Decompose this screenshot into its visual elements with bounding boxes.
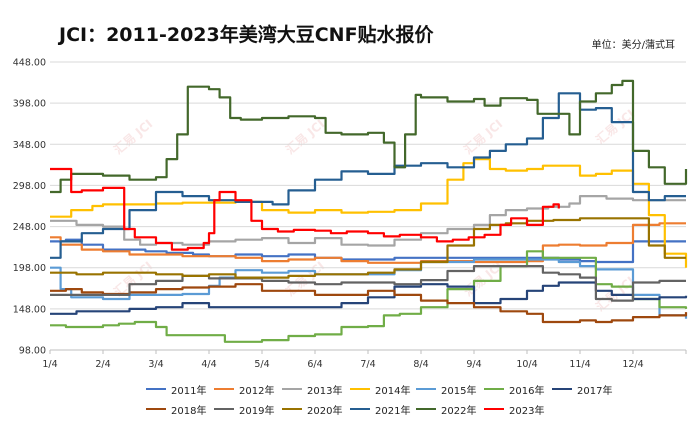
legend-swatch (146, 387, 166, 391)
legend-item: 2015年 (416, 381, 476, 397)
x-tick-label: 5/4 (254, 359, 269, 370)
series-line-2022年 (50, 79, 688, 194)
x-tick-label: 10/4 (516, 359, 537, 370)
legend-label: 2015年 (441, 385, 477, 397)
x-tick-label: 6/4 (307, 359, 322, 370)
legend-item: 2018年 (146, 401, 206, 417)
legend-label: 2017年 (577, 385, 613, 397)
y-tick-label: 348.00 (13, 140, 46, 151)
legend-item: 2013年 (282, 381, 342, 397)
legend-swatch (484, 407, 504, 411)
legend-swatch (146, 407, 166, 411)
series-line-2020年 (50, 217, 686, 279)
y-tick-label: 248.00 (13, 222, 46, 233)
y-tick-label: 398.00 (13, 99, 46, 110)
legend-item: 2012年 (214, 381, 274, 397)
legend-label: 2020年 (307, 405, 343, 417)
legend-item: 2016年 (484, 381, 544, 397)
legend-swatch (282, 387, 302, 391)
legend-swatch (214, 407, 234, 411)
legend-label: 2018年 (171, 405, 207, 417)
y-tick-label: 448.00 (13, 58, 46, 69)
y-tick-label: 148.00 (13, 304, 46, 315)
x-tick-label: 3/4 (148, 359, 163, 370)
legend-label: 2016年 (509, 385, 545, 397)
legend-swatch (282, 407, 302, 411)
legend-swatch (552, 387, 572, 391)
legend-swatch (214, 387, 234, 391)
legend-item: 2014年 (350, 381, 410, 397)
legend-label: 2021年 (375, 405, 411, 417)
legend-label: 2019年 (239, 405, 275, 417)
x-tick-label: 8/4 (413, 359, 428, 370)
legend-item: 2019年 (214, 401, 274, 417)
series-line-2023年 (50, 167, 560, 251)
x-tick-label: 7/4 (360, 359, 375, 370)
y-tick-label: 98.00 (19, 346, 46, 357)
legend-item: 2022年 (416, 401, 476, 417)
legend-row: 2018年 2019年 2020年 2021年 2022年 2023年 (0, 401, 700, 417)
legend-item: 2011年 (146, 381, 206, 397)
series-line-2019年 (50, 265, 686, 302)
legend-swatch (484, 387, 504, 391)
legend-row: 2011年 2012年 2013年 2014年 2015年 2016年 2017年 (0, 381, 700, 397)
series-line-2012年 (50, 222, 686, 264)
legend-label: 2013年 (307, 385, 343, 397)
series-line-2011年 (50, 238, 686, 264)
x-tick-label: 12/4 (622, 359, 643, 370)
legend-item: 2021年 (350, 401, 410, 417)
x-tick-label: 1/4 (42, 359, 57, 370)
chart-title: JCI：2011-2023年美湾大豆CNF贴水报价 (59, 24, 434, 46)
x-tick-label: 2/4 (95, 359, 110, 370)
legend-label: 2012年 (239, 385, 275, 397)
legend-label: 2011年 (171, 385, 207, 397)
y-tick-label: 298.00 (13, 181, 46, 192)
series-line-2014年 (50, 158, 688, 268)
y-tick-label: 198.00 (13, 263, 46, 274)
legend-swatch (416, 407, 436, 411)
legend-item: 2023年 (484, 401, 544, 417)
legend-item: 2017年 (552, 381, 612, 397)
x-tick-label: 11/4 (569, 359, 590, 370)
series-line-2013年 (50, 195, 686, 247)
legend-label: 2023年 (509, 405, 545, 417)
x-tick-label: 9/4 (466, 359, 481, 370)
series-line-2018年 (50, 283, 688, 324)
legend-label: 2014年 (375, 385, 411, 397)
legend-swatch (350, 387, 370, 391)
series-line-2016年 (50, 250, 688, 343)
legend-item: 2020年 (282, 401, 342, 417)
x-tick-label: 4/4 (201, 359, 216, 370)
legend-swatch (350, 407, 370, 411)
unit-label: 单位：美分/蒲式耳 (591, 40, 675, 51)
legend-swatch (416, 387, 436, 391)
legend-label: 2022年 (441, 405, 477, 417)
